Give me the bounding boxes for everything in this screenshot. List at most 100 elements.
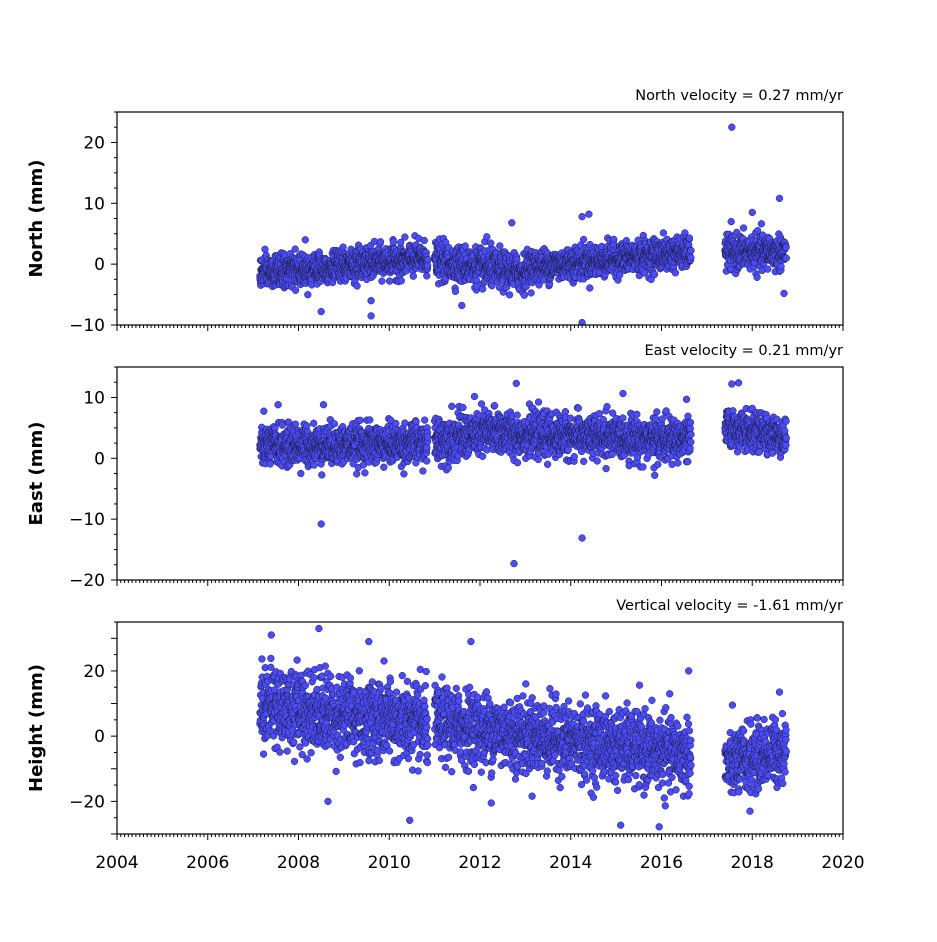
data-point [366, 416, 374, 424]
data-point [261, 245, 269, 253]
data-point [520, 291, 528, 299]
data-point [478, 452, 487, 460]
data-point [304, 291, 312, 299]
data-point [423, 272, 431, 280]
y-tick-label: 10 [83, 194, 105, 214]
data-point [580, 457, 588, 466]
data-point [508, 219, 516, 227]
data-point [278, 421, 286, 429]
data-point [757, 220, 766, 228]
data-point [534, 398, 543, 406]
y-axis: 20 10 0 −10 [69, 111, 117, 336]
data-point [685, 234, 694, 242]
data-point [356, 416, 364, 424]
data-point [782, 254, 790, 262]
data-point [392, 419, 400, 428]
data-point [409, 272, 417, 280]
data-point [330, 420, 339, 428]
data-point [633, 410, 641, 418]
data-point [424, 433, 432, 441]
data-point [650, 270, 659, 279]
data-point [585, 210, 593, 218]
data-point [353, 282, 361, 290]
data-point [578, 213, 586, 221]
data-point [397, 277, 405, 285]
data-point [303, 422, 311, 430]
panel-1: 20 10 0 −10 North (mm) North velocity = 0.27 … [26, 88, 844, 336]
data-point [780, 289, 788, 298]
data-point [748, 208, 756, 217]
data-point [527, 289, 535, 297]
data-point [782, 243, 790, 252]
data-point [310, 461, 318, 469]
data-point [424, 255, 432, 264]
y-axis-title: North (mm) [26, 160, 47, 278]
data-point [444, 464, 452, 472]
data-point [671, 269, 680, 277]
data-point [448, 402, 456, 410]
velocity-annotation: North velocity = 0.27 mm/yr [635, 88, 843, 104]
data-points [256, 379, 790, 568]
data-point [310, 419, 318, 427]
data-point [483, 233, 491, 241]
data-point [574, 404, 582, 412]
data-point [739, 224, 748, 232]
data-point [777, 262, 785, 271]
data-point [266, 460, 274, 468]
data-point [505, 291, 514, 299]
data-point [260, 407, 268, 415]
data-point [318, 471, 326, 479]
data-point [487, 239, 495, 247]
data-point [397, 238, 405, 247]
data-point [775, 194, 784, 203]
data-point [727, 217, 735, 226]
data-point [470, 392, 479, 401]
data-point [586, 284, 594, 292]
data-point [317, 307, 325, 316]
data-point [378, 277, 386, 285]
data-point [540, 276, 548, 284]
data-point [419, 467, 427, 475]
data-points [256, 123, 790, 325]
data-point [420, 236, 428, 245]
data-point [687, 253, 695, 262]
y-tick-label: −10 [69, 316, 105, 336]
data-point [451, 287, 460, 296]
data-point [376, 238, 385, 246]
data-point [534, 455, 542, 464]
y-tick-label: 20 [83, 133, 105, 153]
data-point [421, 416, 429, 424]
data-point [753, 273, 761, 281]
data-point [513, 411, 521, 419]
data-point [339, 243, 347, 251]
data-point [291, 286, 300, 294]
data-point [423, 457, 431, 465]
data-point [490, 402, 499, 410]
data-point [367, 312, 375, 320]
data-point [461, 242, 469, 250]
data-point [659, 229, 668, 237]
data-point [458, 301, 466, 310]
data-point [361, 469, 369, 477]
data-point [764, 265, 772, 273]
data-point [291, 420, 300, 428]
data-point [459, 403, 467, 412]
data-point [380, 463, 388, 471]
data-point [543, 460, 552, 468]
data-point [602, 464, 610, 473]
plot-frame [116, 111, 844, 326]
data-point [619, 389, 627, 398]
data-point [496, 242, 504, 250]
data-point [353, 470, 361, 478]
data-point [579, 235, 588, 244]
data-point [389, 238, 398, 246]
y-tick-label: 0 [94, 255, 105, 275]
data-point [400, 470, 408, 478]
data-point [619, 414, 627, 422]
data-point [401, 419, 409, 427]
data-point [570, 453, 578, 461]
data-point [385, 277, 394, 285]
